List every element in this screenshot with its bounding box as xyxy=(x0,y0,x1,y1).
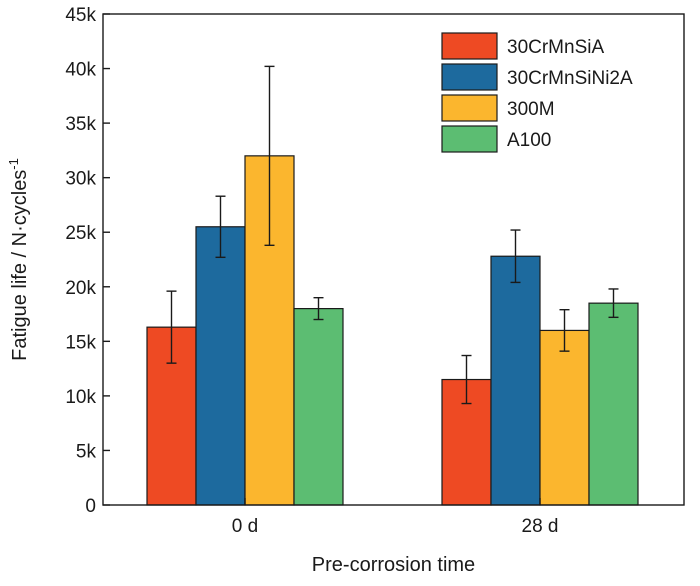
bar xyxy=(539,329,590,506)
bar xyxy=(293,308,344,506)
legend-swatch xyxy=(441,63,498,91)
legend-label: 30CrMnSiNi2A xyxy=(507,68,633,89)
x-tick-label: 28 d xyxy=(522,516,559,537)
y-axis: 0 5k 10k 15k 20k 25k 30k 35k 40k 45k xyxy=(65,5,110,517)
legend-swatch xyxy=(441,32,498,60)
plot-frame xyxy=(102,13,685,506)
legend-label: 300M xyxy=(507,99,555,120)
y-tick-label: 35k xyxy=(65,114,96,135)
legend-label: A100 xyxy=(507,130,551,151)
y-tick-label: 15k xyxy=(65,332,96,353)
error-bars xyxy=(166,65,619,405)
y-tick-label: 5k xyxy=(76,441,97,462)
legend-label: 30CrMnSiA xyxy=(507,37,604,58)
y-tick-label: 25k xyxy=(65,223,96,244)
x-tick-label: 0 d xyxy=(232,516,258,537)
y-tick-label: 10k xyxy=(65,387,96,408)
y-tick-label: 20k xyxy=(65,278,96,299)
y-tick-label: 0 xyxy=(85,496,96,517)
legend-swatch xyxy=(441,125,498,153)
x-axis-title: Pre-corrosion time xyxy=(312,554,475,576)
y-axis-title-superscript: -1 xyxy=(6,158,21,170)
y-tick-label: 45k xyxy=(65,5,96,26)
y-tick-label: 40k xyxy=(65,60,96,81)
y-tick-label: 30k xyxy=(65,169,96,190)
bar xyxy=(588,302,639,506)
y-axis-title-main: Fatigue life / N·cycles xyxy=(9,170,31,361)
bar xyxy=(195,226,246,506)
legend-swatch xyxy=(441,94,498,122)
y-axis-title: Fatigue life / N·cycles-1 xyxy=(6,158,31,361)
legend: 30CrMnSiA 30CrMnSiNi2A 300M A100 xyxy=(441,32,633,153)
x-axis: 0 d 28 d xyxy=(232,498,559,537)
bar xyxy=(490,255,541,506)
